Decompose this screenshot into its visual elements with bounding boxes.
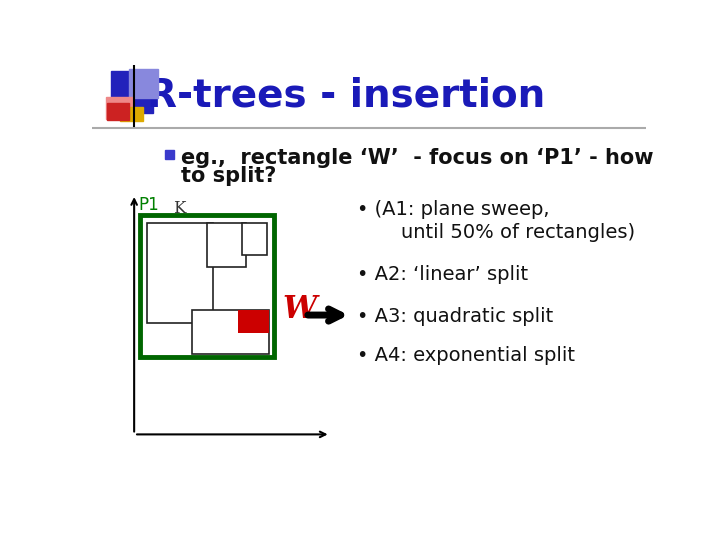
Text: C: C: [213, 226, 228, 245]
Text: P1: P1: [138, 195, 158, 214]
Text: B: B: [199, 319, 213, 337]
Bar: [192, 309, 269, 354]
Bar: [120, 107, 143, 121]
Text: to split?: to split?: [181, 166, 276, 186]
Bar: [165, 150, 174, 159]
Bar: [238, 309, 269, 333]
Text: R-trees - insertion: R-trees - insertion: [148, 76, 546, 114]
Text: • A4: exponential split: • A4: exponential split: [357, 346, 575, 365]
Text: K: K: [173, 200, 185, 217]
Text: • A3: quadratic split: • A3: quadratic split: [357, 307, 554, 326]
Text: A: A: [161, 257, 174, 275]
Text: • (A1: plane sweep,: • (A1: plane sweep,: [357, 200, 550, 219]
Bar: [148, 222, 212, 323]
Bar: [106, 97, 132, 119]
Bar: [129, 69, 158, 98]
Text: W: W: [283, 294, 317, 325]
Bar: [107, 103, 129, 120]
Bar: [140, 215, 274, 357]
Text: eg.,  rectangle ‘W’  - focus on ‘P1’ - how: eg., rectangle ‘W’ - focus on ‘P1’ - how: [181, 148, 654, 168]
Text: until 50% of rectangles): until 50% of rectangles): [401, 222, 636, 241]
Bar: [207, 222, 246, 267]
Bar: [111, 71, 153, 113]
Text: • A2: ‘linear’ split: • A2: ‘linear’ split: [357, 265, 528, 284]
Bar: [242, 222, 266, 255]
